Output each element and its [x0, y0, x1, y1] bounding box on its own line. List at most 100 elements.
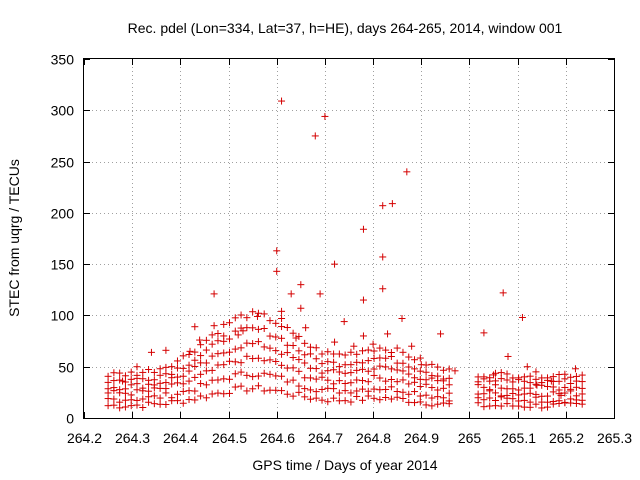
- data-point-track: [405, 380, 413, 388]
- data-point-track: [411, 356, 419, 364]
- y-tick-label: 0: [66, 411, 74, 427]
- data-point-track: [168, 363, 176, 371]
- data-point-track: [306, 395, 314, 403]
- data-point-track: [486, 374, 494, 382]
- data-point: [490, 371, 498, 379]
- data-point: [340, 318, 348, 326]
- data-point-track: [295, 347, 303, 355]
- data-point-track: [491, 369, 499, 377]
- data-point-track: [179, 380, 187, 388]
- data-point-track: [208, 390, 216, 398]
- data-point-track: [561, 383, 569, 391]
- data-point-track: [416, 354, 424, 362]
- x-axis-title: GPS time / Days of year 2014: [252, 457, 437, 473]
- data-point-track: [168, 370, 176, 378]
- data-point-track: [226, 389, 234, 397]
- data-point-track: [312, 375, 320, 383]
- data-point-track: [434, 372, 442, 380]
- data-point-track: [428, 384, 436, 392]
- data-point-track: [376, 362, 384, 370]
- data-point-track: [335, 389, 343, 397]
- data-point-track: [567, 373, 575, 381]
- data-point: [210, 290, 218, 298]
- data-point-track: [272, 347, 280, 355]
- data-point-track: [121, 403, 129, 411]
- data-point-track: [197, 341, 205, 349]
- data-point-track: [318, 396, 326, 404]
- data-point-track: [335, 350, 343, 358]
- data-point-track: [509, 385, 517, 393]
- data-point-track: [445, 389, 453, 397]
- data-point-track: [312, 365, 320, 373]
- data-point: [278, 307, 286, 315]
- data-point-track: [139, 384, 147, 392]
- data-point: [504, 352, 512, 360]
- data-point-track: [428, 394, 436, 402]
- data-point-track: [289, 376, 297, 384]
- data-point-track: [208, 331, 216, 339]
- data-point-track: [341, 369, 349, 377]
- data-point-track: [127, 391, 135, 399]
- data-point-track: [197, 380, 205, 388]
- data-point: [379, 202, 387, 210]
- data-point: [379, 285, 387, 293]
- data-point-track: [278, 334, 286, 342]
- data-point: [388, 200, 396, 208]
- data-point-track: [503, 391, 511, 399]
- data-point-track: [133, 386, 141, 394]
- data-point-track: [578, 378, 586, 386]
- x-tick-label: 264.8: [356, 430, 391, 446]
- data-point-track: [520, 373, 528, 381]
- data-point-track: [549, 397, 557, 405]
- y-tick-label: 150: [51, 257, 75, 273]
- data-point-track: [191, 348, 199, 356]
- data-point-track: [150, 400, 158, 408]
- data-point-track: [278, 372, 286, 380]
- data-point-track: [266, 332, 274, 340]
- data-point-track: [191, 362, 199, 370]
- data-point-track: [544, 392, 552, 400]
- data-point-track: [289, 329, 297, 337]
- data-point-track: [185, 351, 193, 359]
- data-point-track: [162, 363, 170, 371]
- data-point-track: [335, 363, 343, 371]
- data-point-track: [306, 374, 314, 382]
- data-point-track: [254, 354, 262, 362]
- data-point-track: [214, 350, 222, 358]
- data-point-track: [208, 366, 216, 374]
- data-point-track: [567, 385, 575, 393]
- data-point: [369, 340, 377, 348]
- data-point: [417, 361, 425, 369]
- data-point-track: [358, 347, 366, 355]
- data-point-track: [324, 348, 332, 356]
- data-point-track: [353, 366, 361, 374]
- data-point-track: [555, 397, 563, 405]
- data-point-track: [578, 396, 586, 404]
- data-point-track: [312, 388, 320, 396]
- data-point-track: [121, 378, 129, 386]
- data-point-track: [214, 337, 222, 345]
- data-point-track: [254, 372, 262, 380]
- data-point-track: [145, 376, 153, 384]
- data-point-track: [179, 352, 187, 360]
- data-point-track: [312, 355, 320, 363]
- data-point-track: [243, 352, 251, 360]
- data-point-track: [249, 308, 257, 316]
- data-point-track: [266, 370, 274, 378]
- data-point: [292, 334, 300, 342]
- data-point-track: [254, 338, 262, 346]
- data-point-track: [439, 366, 447, 374]
- data-point-track: [260, 310, 268, 318]
- data-point-track: [399, 388, 407, 396]
- data-point-track: [387, 376, 395, 384]
- data-point-track: [526, 372, 534, 380]
- data-point-track: [445, 381, 453, 389]
- data-point-track: [139, 403, 147, 411]
- data-point-track: [399, 395, 407, 403]
- data-point-track: [561, 370, 569, 378]
- data-point-track: [572, 383, 580, 391]
- data-point-track: [347, 348, 355, 356]
- data-point-track: [306, 386, 314, 394]
- data-point-track: [416, 383, 424, 391]
